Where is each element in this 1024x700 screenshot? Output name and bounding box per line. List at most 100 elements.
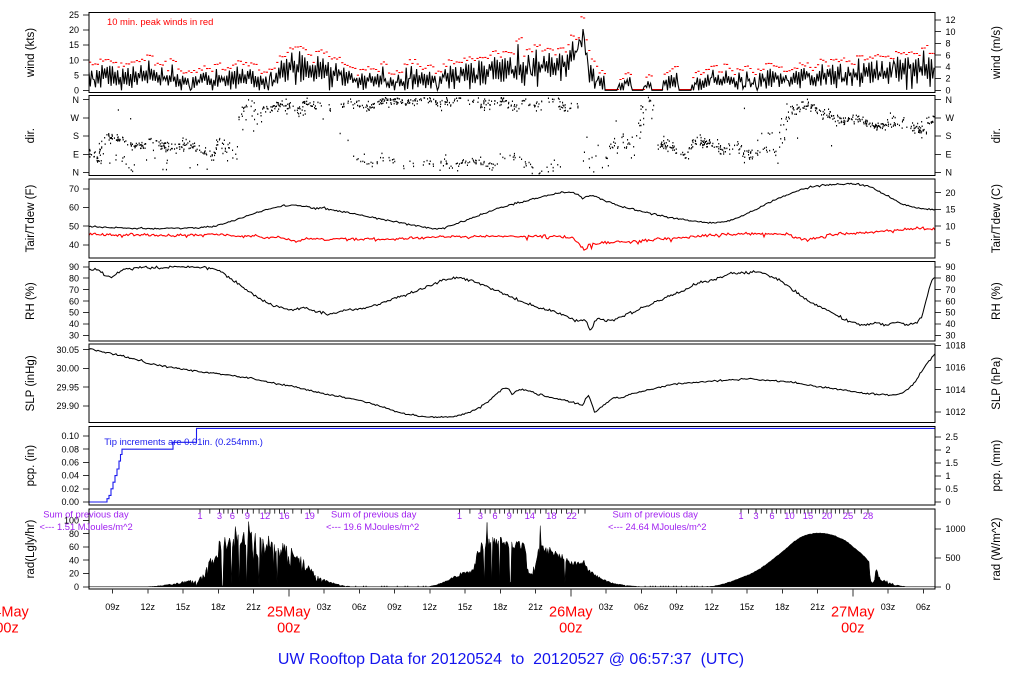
svg-text:Tip increments are 0.01in. (0.: Tip increments are 0.01in. (0.254mm.) bbox=[104, 436, 263, 447]
svg-text:28: 28 bbox=[863, 510, 873, 521]
svg-text:N: N bbox=[73, 95, 80, 105]
svg-text:1: 1 bbox=[457, 510, 462, 521]
svg-text:Sum of previous day: Sum of previous day bbox=[43, 508, 129, 519]
svg-text:19: 19 bbox=[304, 510, 314, 521]
svg-text:S: S bbox=[946, 131, 952, 141]
svg-text:80: 80 bbox=[69, 529, 79, 539]
svg-text:1018: 1018 bbox=[946, 341, 966, 351]
svg-text:40: 40 bbox=[69, 555, 79, 565]
svg-text:<--- 1.51 MJoules/m^2: <--- 1.51 MJoules/m^2 bbox=[40, 521, 133, 532]
svg-text:14: 14 bbox=[525, 510, 535, 521]
svg-text:22: 22 bbox=[566, 510, 576, 521]
svg-text:27May: 27May bbox=[831, 605, 875, 621]
svg-text:25: 25 bbox=[69, 10, 79, 20]
svg-text:3: 3 bbox=[478, 510, 483, 521]
svg-text:15z: 15z bbox=[458, 602, 473, 612]
svg-text:1: 1 bbox=[197, 510, 202, 521]
svg-text:20: 20 bbox=[822, 510, 832, 521]
svg-text:12z: 12z bbox=[705, 602, 720, 612]
svg-text:12: 12 bbox=[260, 510, 270, 521]
svg-text:30.00: 30.00 bbox=[56, 364, 79, 374]
svg-text:20: 20 bbox=[69, 25, 79, 35]
svg-text:N: N bbox=[946, 95, 953, 105]
svg-text:10 min. peak winds in red: 10 min. peak winds in red bbox=[107, 16, 213, 27]
svg-text:6: 6 bbox=[769, 510, 774, 521]
svg-text:21z: 21z bbox=[810, 602, 825, 612]
svg-text:16: 16 bbox=[279, 510, 289, 521]
svg-text:wind (m/s): wind (m/s) bbox=[991, 26, 1003, 80]
svg-text:3: 3 bbox=[753, 510, 758, 521]
svg-text:6: 6 bbox=[946, 50, 951, 60]
svg-text:21z: 21z bbox=[246, 602, 261, 612]
svg-text:1.5: 1.5 bbox=[946, 458, 959, 468]
svg-text:Sum of previous day: Sum of previous day bbox=[331, 508, 417, 519]
svg-text:30.05: 30.05 bbox=[56, 345, 79, 355]
svg-text:09z: 09z bbox=[105, 602, 120, 612]
svg-text:18z: 18z bbox=[775, 602, 790, 612]
svg-text:0.04: 0.04 bbox=[61, 471, 79, 481]
svg-text:RH (%): RH (%) bbox=[25, 282, 37, 320]
svg-text:N: N bbox=[73, 168, 80, 178]
svg-text:12z: 12z bbox=[423, 602, 438, 612]
svg-text:9: 9 bbox=[507, 510, 512, 521]
svg-text:Sum of previous day: Sum of previous day bbox=[613, 508, 699, 519]
svg-text:dir.: dir. bbox=[991, 128, 1003, 143]
svg-text:03z: 03z bbox=[317, 602, 332, 612]
svg-text:5: 5 bbox=[74, 70, 79, 80]
svg-text:18z: 18z bbox=[493, 602, 508, 612]
svg-text:0.10: 0.10 bbox=[61, 431, 79, 441]
svg-text:30: 30 bbox=[69, 331, 79, 341]
svg-text:Tair/Tdew (C): Tair/Tdew (C) bbox=[991, 184, 1003, 253]
svg-text:rad (W/m^2): rad (W/m^2) bbox=[991, 517, 1003, 580]
svg-text:15: 15 bbox=[69, 40, 79, 50]
svg-text:0: 0 bbox=[946, 582, 951, 592]
svg-text:S: S bbox=[73, 131, 79, 141]
svg-text:60: 60 bbox=[69, 296, 79, 306]
svg-text:18z: 18z bbox=[211, 602, 226, 612]
svg-text:12: 12 bbox=[946, 15, 956, 25]
svg-text:50: 50 bbox=[69, 308, 79, 318]
svg-text:25May: 25May bbox=[267, 605, 311, 621]
svg-text:06z: 06z bbox=[916, 602, 931, 612]
svg-text:pcp. (mm): pcp. (mm) bbox=[991, 440, 1003, 492]
svg-text:18: 18 bbox=[546, 510, 556, 521]
svg-text:1016: 1016 bbox=[946, 363, 966, 373]
svg-text:00z: 00z bbox=[0, 621, 19, 637]
svg-text:pcp. (in): pcp. (in) bbox=[25, 445, 37, 487]
svg-text:RH (%): RH (%) bbox=[991, 282, 1003, 320]
svg-text:20: 20 bbox=[69, 569, 79, 579]
svg-text:rad(Lgly/hr): rad(Lgly/hr) bbox=[25, 519, 37, 578]
svg-text:50: 50 bbox=[69, 221, 79, 231]
svg-text:<--- 19.6 MJoules/m^2: <--- 19.6 MJoules/m^2 bbox=[326, 521, 419, 532]
svg-text:09z: 09z bbox=[387, 602, 402, 612]
svg-text:15: 15 bbox=[946, 205, 956, 215]
svg-text:06z: 06z bbox=[352, 602, 367, 612]
svg-text:8: 8 bbox=[946, 39, 951, 49]
svg-text:N: N bbox=[946, 168, 953, 178]
svg-text:10: 10 bbox=[784, 510, 794, 521]
svg-text:1: 1 bbox=[738, 510, 743, 521]
svg-text:5: 5 bbox=[946, 238, 951, 248]
svg-text:3: 3 bbox=[217, 510, 222, 521]
svg-text:2: 2 bbox=[946, 445, 951, 455]
svg-text:60: 60 bbox=[69, 203, 79, 213]
svg-text:W: W bbox=[946, 113, 955, 123]
svg-text:9: 9 bbox=[245, 510, 250, 521]
svg-text:0: 0 bbox=[946, 85, 951, 95]
svg-text:03z: 03z bbox=[599, 602, 614, 612]
svg-text:90: 90 bbox=[69, 262, 79, 272]
svg-text:E: E bbox=[73, 150, 79, 160]
svg-text:15z: 15z bbox=[176, 602, 191, 612]
svg-text:6: 6 bbox=[230, 510, 235, 521]
svg-text:10: 10 bbox=[946, 221, 956, 231]
svg-text:70: 70 bbox=[69, 184, 79, 194]
svg-text:50: 50 bbox=[946, 308, 956, 318]
svg-text:09z: 09z bbox=[669, 602, 684, 612]
svg-text:0.08: 0.08 bbox=[61, 444, 79, 454]
svg-text:90: 90 bbox=[946, 262, 956, 272]
svg-text:UW Rooftop Data for 20120524: UW Rooftop Data for 20120524 to 20120527… bbox=[278, 651, 744, 668]
svg-text:1012: 1012 bbox=[946, 407, 966, 417]
svg-text:E: E bbox=[946, 150, 952, 160]
svg-text:0: 0 bbox=[74, 85, 79, 95]
svg-text:12z: 12z bbox=[141, 602, 156, 612]
